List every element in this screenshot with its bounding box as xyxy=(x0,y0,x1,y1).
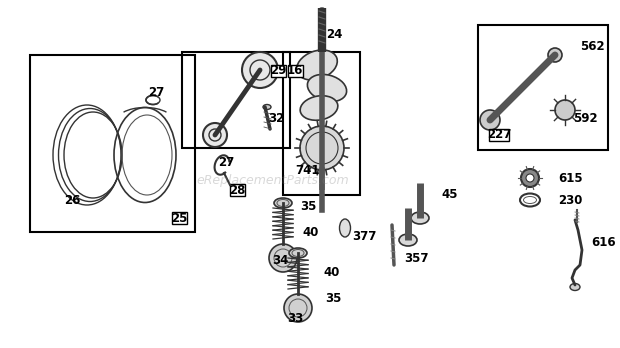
Text: 28: 28 xyxy=(229,183,245,197)
Ellipse shape xyxy=(340,219,350,237)
Text: 741: 741 xyxy=(295,164,319,176)
Text: 26: 26 xyxy=(64,193,81,206)
Text: 29: 29 xyxy=(270,64,286,78)
Circle shape xyxy=(555,100,575,120)
Text: 25: 25 xyxy=(171,212,187,224)
Text: 35: 35 xyxy=(300,200,316,214)
Text: 377: 377 xyxy=(352,230,376,244)
Text: 27: 27 xyxy=(218,157,234,169)
Text: 35: 35 xyxy=(325,292,342,304)
Text: 616: 616 xyxy=(591,236,616,248)
Ellipse shape xyxy=(570,284,580,291)
Circle shape xyxy=(521,169,539,187)
Text: 40: 40 xyxy=(323,266,339,278)
Bar xyxy=(229,184,244,196)
Text: eReplacementParts.com: eReplacementParts.com xyxy=(197,174,349,188)
Ellipse shape xyxy=(274,198,292,208)
Text: 32: 32 xyxy=(268,111,284,125)
Text: 562: 562 xyxy=(580,40,604,53)
Bar xyxy=(478,25,608,150)
Ellipse shape xyxy=(289,248,307,258)
Ellipse shape xyxy=(319,8,325,12)
Text: 592: 592 xyxy=(573,111,598,125)
Circle shape xyxy=(548,48,562,62)
Text: 27: 27 xyxy=(148,87,164,100)
Text: 40: 40 xyxy=(302,226,319,238)
Circle shape xyxy=(526,174,534,182)
Ellipse shape xyxy=(263,104,271,110)
Bar xyxy=(288,65,303,77)
Bar xyxy=(30,55,195,232)
Circle shape xyxy=(480,110,500,130)
Ellipse shape xyxy=(308,74,347,102)
Bar xyxy=(489,129,509,141)
Circle shape xyxy=(242,52,278,88)
Text: 24: 24 xyxy=(326,29,342,41)
Ellipse shape xyxy=(399,234,417,246)
Bar xyxy=(182,52,290,148)
Circle shape xyxy=(300,126,344,170)
Circle shape xyxy=(269,244,297,272)
Circle shape xyxy=(203,123,227,147)
Text: 357: 357 xyxy=(404,252,428,264)
Text: 615: 615 xyxy=(558,172,583,184)
Text: 230: 230 xyxy=(558,193,582,206)
Circle shape xyxy=(284,294,312,322)
Text: 45: 45 xyxy=(441,189,458,201)
Ellipse shape xyxy=(146,95,160,104)
Text: 34: 34 xyxy=(272,253,288,267)
Bar xyxy=(283,52,360,195)
Bar xyxy=(270,65,285,77)
Ellipse shape xyxy=(300,96,338,120)
Ellipse shape xyxy=(411,212,429,224)
Text: 227: 227 xyxy=(487,128,511,142)
Text: 33: 33 xyxy=(287,311,303,324)
Text: 16: 16 xyxy=(287,64,303,78)
Ellipse shape xyxy=(297,50,337,80)
Bar xyxy=(172,212,187,224)
